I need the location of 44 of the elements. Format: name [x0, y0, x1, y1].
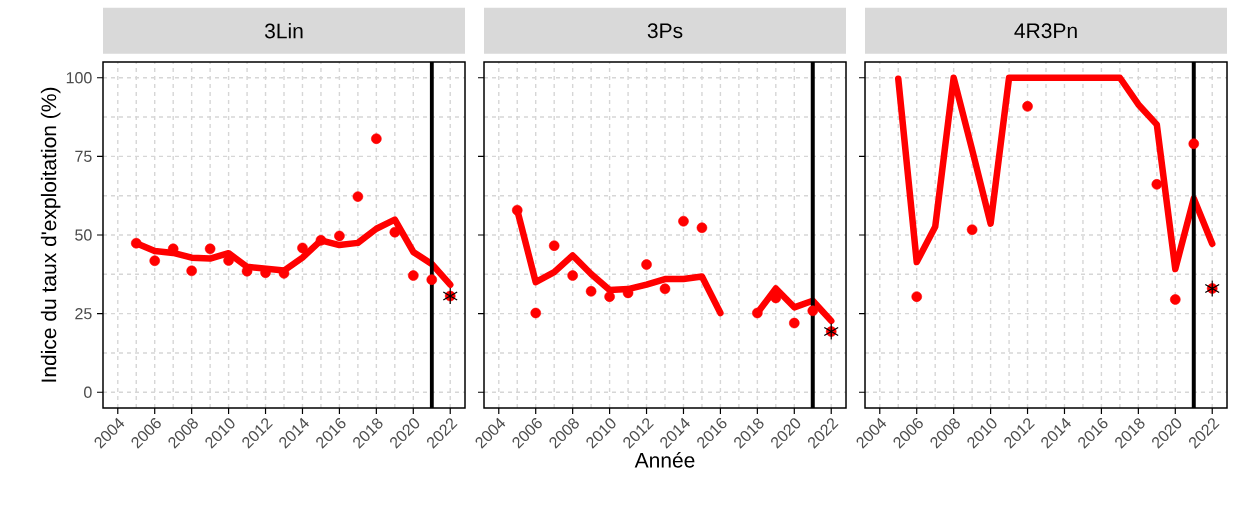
point: [352, 191, 364, 202]
point: [130, 237, 142, 249]
point: [659, 283, 671, 295]
point: [823, 322, 839, 341]
point: [204, 243, 216, 255]
point: [408, 270, 419, 281]
point: [1188, 138, 1200, 150]
point: [678, 215, 689, 227]
point: [334, 230, 345, 242]
point: [789, 317, 800, 329]
point: [371, 133, 382, 145]
point: [1022, 101, 1033, 112]
point: [426, 274, 438, 285]
point: [696, 222, 708, 234]
point: [641, 259, 652, 270]
y-tick-label: 100: [66, 72, 92, 84]
point: [548, 240, 560, 251]
point: [807, 305, 819, 317]
point: [911, 291, 922, 302]
point: [511, 204, 523, 216]
point: [186, 265, 197, 277]
point: [389, 226, 401, 238]
x-axis-title: Année: [634, 452, 695, 468]
point: [149, 255, 160, 267]
point: [297, 242, 308, 254]
y-tick-label: 0: [84, 386, 92, 398]
point: [604, 291, 615, 302]
point: [567, 270, 578, 281]
point: [966, 224, 978, 235]
point: [315, 235, 327, 246]
y-tick-label: 75: [75, 150, 92, 162]
point: [530, 307, 541, 319]
point: [752, 307, 763, 319]
point: [1151, 179, 1163, 190]
point: [770, 292, 782, 304]
chart-title: 4R3Pn: [1014, 23, 1077, 39]
chart-title: 3Lin: [264, 23, 303, 39]
y-tick-label: 25: [75, 307, 92, 320]
point: [585, 286, 597, 297]
point: [1204, 279, 1220, 298]
point: [1170, 294, 1181, 305]
y-axis-title: Indice du taux d'exploitation (%): [40, 87, 61, 382]
chart-title: 3Ps: [647, 23, 683, 39]
y-tick-label: 50: [75, 229, 92, 241]
